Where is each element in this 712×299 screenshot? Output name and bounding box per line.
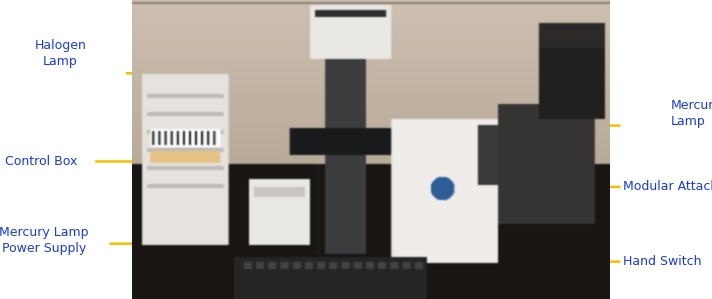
Text: Mercury Lamp
Power Supply: Mercury Lamp Power Supply (0, 226, 89, 255)
Text: Hand Switch: Hand Switch (623, 255, 701, 268)
Text: Modular Attachments: Modular Attachments (623, 180, 712, 193)
Text: Control Box: Control Box (5, 155, 78, 168)
Text: Halogen
Lamp: Halogen Lamp (35, 39, 86, 68)
Text: Mercury
Lamp: Mercury Lamp (671, 99, 712, 128)
